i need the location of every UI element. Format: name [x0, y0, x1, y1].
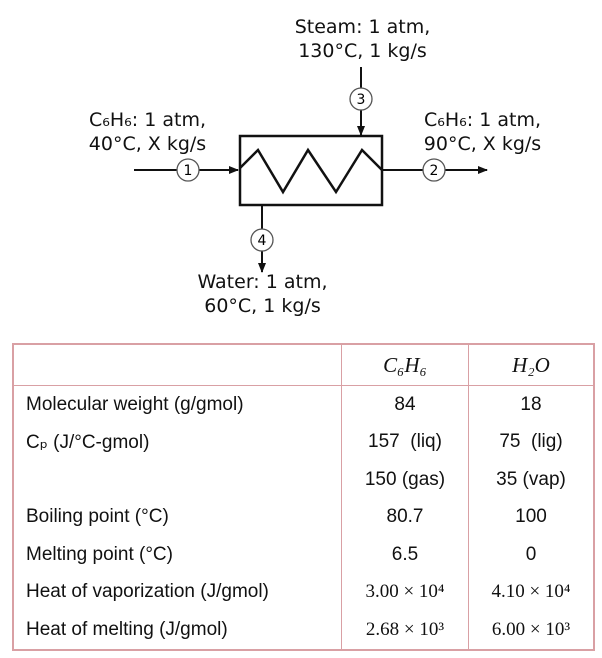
- water-value: 6.00 × 10³: [468, 611, 594, 650]
- stream-1-marker: [176, 158, 200, 182]
- benzene-value: 150 (gas): [341, 461, 469, 499]
- stream-1-label-line1: C₆H₆: 1 atm,: [89, 109, 206, 131]
- water-value: 35 (vap): [468, 461, 594, 499]
- stream-2-number: 2: [430, 163, 439, 179]
- stream-4-marker: [250, 228, 274, 252]
- benzene-value: 3.00 × 10⁴: [341, 573, 469, 611]
- stream-3-label: Steam: 1 atm, 130°C, 1 kg/s: [275, 15, 450, 63]
- property-label: [13, 461, 342, 499]
- header-water: H₂O: [468, 344, 594, 386]
- stream-1-label-line2: 40°C, X kg/s: [88, 133, 207, 155]
- property-label: Heat of vaporization (J/gmol): [26, 581, 269, 603]
- stream-4-label-line1: Water: 1 atm,: [197, 271, 328, 293]
- water-value: 75 (lig): [468, 423, 594, 461]
- property-label: Boiling point (°C): [26, 506, 169, 528]
- stream-2-label-line2: 90°C, X kg/s: [423, 133, 542, 155]
- benzene-value: 6.5: [341, 536, 469, 574]
- stream-4-label-line2: 60°C, 1 kg/s: [204, 295, 321, 317]
- heat-exchanger-box: [238, 134, 384, 207]
- properties-table: C₆H₆ H₂O Molecular weight (g/gmol) 84 18 C…: [12, 343, 595, 651]
- table-row: Melting point (°C) 6.5 0: [13, 536, 594, 574]
- stream-2-label: C₆H₆: 1 atm, 90°C, X kg/s: [395, 108, 570, 156]
- stream-4-number: 4: [258, 233, 267, 249]
- stream-3-label-line1: Steam: 1 atm,: [294, 16, 431, 38]
- stream-2-marker: [422, 158, 446, 182]
- stream-1-number: 1: [184, 163, 193, 179]
- property-label: Cₚ (J/°C-gmol): [26, 431, 150, 453]
- header-benzene: C₆H₆: [341, 344, 469, 386]
- water-value: 18: [468, 385, 594, 424]
- benzene-value: 80.7: [341, 498, 469, 536]
- table-row: Heat of melting (J/gmol) 2.68 × 10³ 6.00 ×…: [13, 611, 594, 650]
- property-label: Heat of melting (J/gmol): [26, 618, 228, 640]
- stream-4-label: Water: 1 atm, 60°C, 1 kg/s: [175, 270, 350, 318]
- water-value: 0: [468, 536, 594, 574]
- stream-3-label-line2: 130°C, 1 kg/s: [298, 40, 427, 62]
- table-row: 150 (gas) 35 (vap): [13, 461, 594, 499]
- property-label: Melting point (°C): [26, 543, 173, 565]
- table-header-row: C₆H₆ H₂O: [13, 344, 594, 386]
- stream-1-label: C₆H₆: 1 atm, 40°C, X kg/s: [60, 108, 235, 156]
- stream-3-number: 3: [357, 92, 366, 108]
- table-row: Cₚ (J/°C-gmol) 157 (liq) 75 (lig): [13, 423, 594, 461]
- heat-exchanger-diagram: 1 2 3 4: [134, 67, 488, 273]
- header-blank: [13, 344, 342, 386]
- table-row: Boiling point (°C) 80.7 100: [13, 498, 594, 536]
- stream-2-label-line1: C₆H₆: 1 atm,: [424, 109, 541, 131]
- benzene-value: 2.68 × 10³: [341, 611, 469, 650]
- benzene-value: 157 (liq): [341, 423, 469, 461]
- water-value: 100: [468, 498, 594, 536]
- heating-coil: [239, 147, 383, 195]
- table-row: Heat of vaporization (J/gmol) 3.00 × 10⁴ 4…: [13, 573, 594, 611]
- benzene-value: 84: [341, 385, 469, 424]
- water-value: 4.10 × 10⁴: [468, 573, 594, 611]
- table-row: Molecular weight (g/gmol) 84 18: [13, 385, 594, 424]
- property-label: Molecular weight (g/gmol): [26, 393, 244, 415]
- stream-3-marker: [349, 87, 373, 111]
